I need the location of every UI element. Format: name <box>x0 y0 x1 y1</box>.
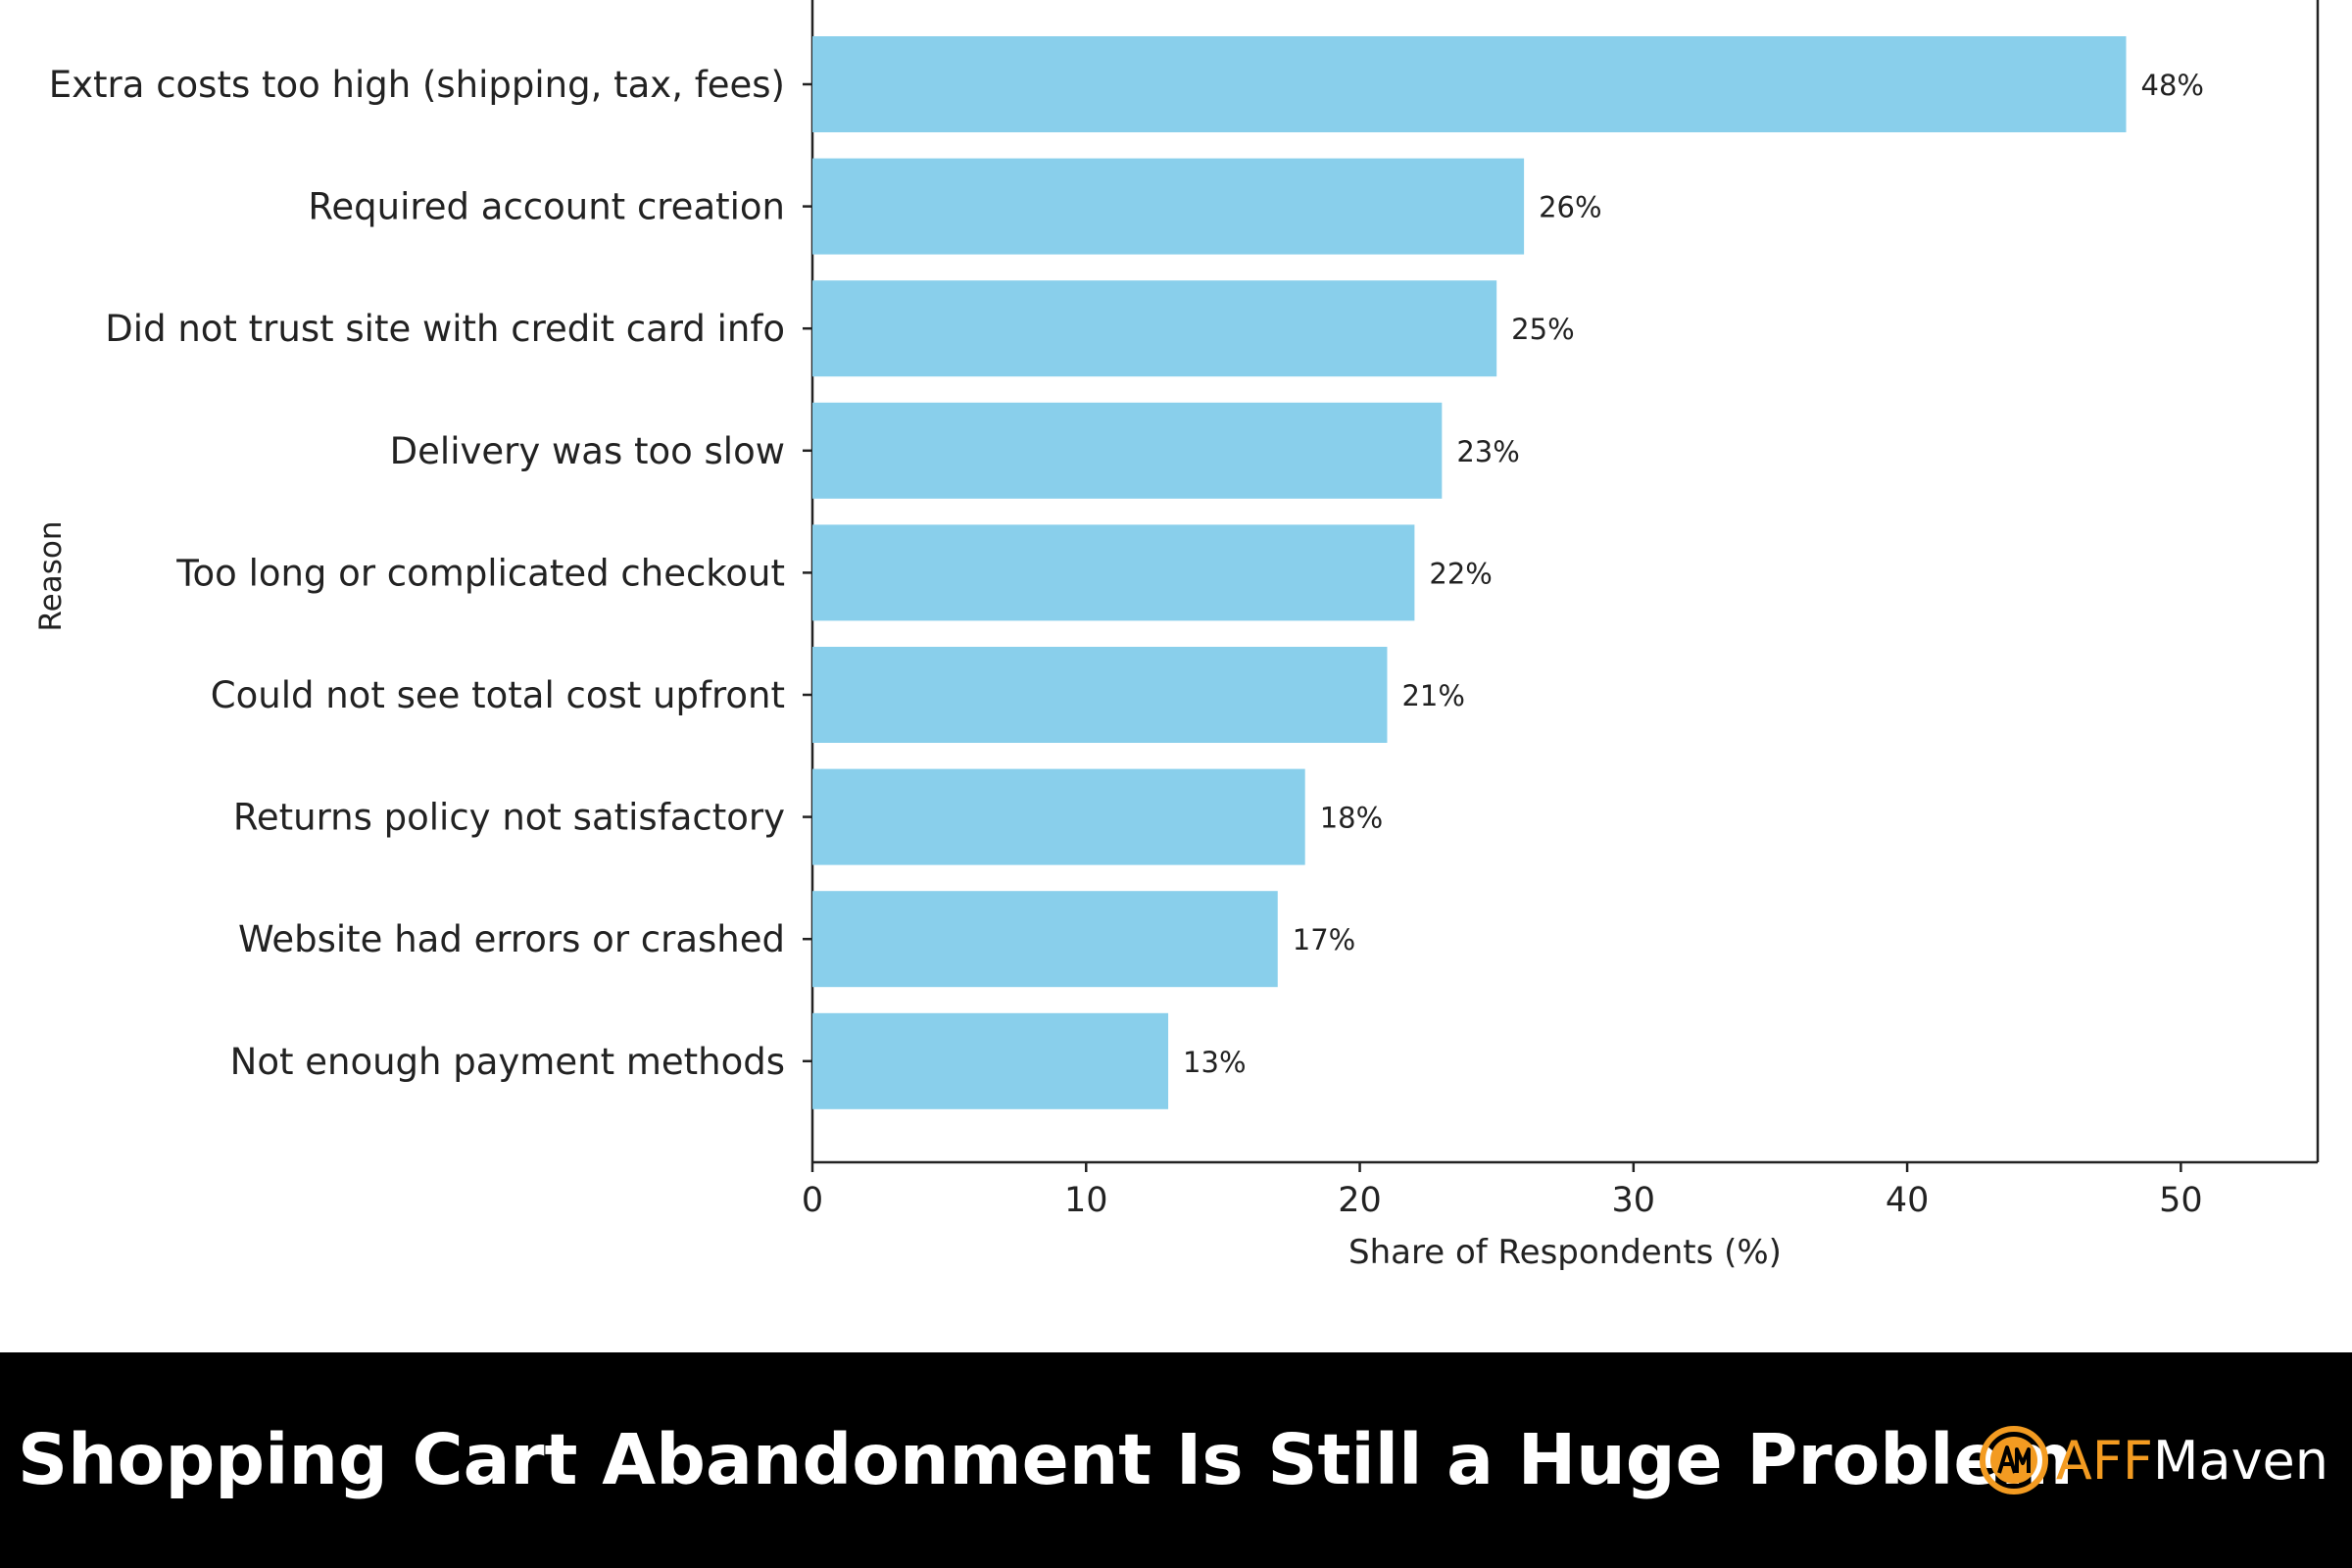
x-axis-title: Share of Respondents (%) <box>1348 1233 1782 1272</box>
y-tick-label: Delivery was too slow <box>390 430 785 472</box>
y-axis-ticks: Extra costs too high (shipping, tax, fee… <box>49 64 812 1083</box>
x-tick-label: 0 <box>802 1181 823 1220</box>
bar-value-label: 13% <box>1183 1046 1246 1079</box>
title-banner: Shopping Cart Abandonment Is Still a Hug… <box>0 1352 2352 1568</box>
bar <box>812 36 2127 132</box>
bar-value-label: 48% <box>2141 69 2204 102</box>
x-tick-label: 10 <box>1064 1181 1108 1220</box>
bar-value-label: 23% <box>1456 435 1519 468</box>
brand-name: AFFMaven <box>2056 1430 2328 1492</box>
affmaven-logo-icon <box>1979 1426 2048 1494</box>
bars <box>812 36 2127 1109</box>
x-tick-label: 20 <box>1338 1181 1382 1220</box>
bar-value-label: 22% <box>1429 557 1492 590</box>
bar <box>812 1012 1169 1109</box>
x-tick-label: 40 <box>1886 1181 1930 1220</box>
bar-value-label: 17% <box>1293 923 1355 956</box>
bar-value-label: 25% <box>1511 313 1574 346</box>
bar <box>812 280 1497 377</box>
y-tick-label: Too long or complicated checkout <box>175 552 785 594</box>
bar-value-label: 21% <box>1401 679 1464 712</box>
y-tick-label: Returns policy not satisfactory <box>233 797 785 839</box>
bar <box>812 402 1443 499</box>
y-tick-label: Website had errors or crashed <box>238 918 785 960</box>
bar <box>812 158 1525 255</box>
y-tick-label: Not enough payment methods <box>230 1041 785 1083</box>
y-tick-label: Required account creation <box>308 186 785 228</box>
banner-title: Shopping Cart Abandonment Is Still a Hug… <box>18 1419 2074 1500</box>
y-tick-label: Did not trust site with credit card info <box>105 308 785 350</box>
brand-logo-group: AFFMaven <box>1978 1352 2328 1568</box>
bar-value-label: 18% <box>1320 802 1383 835</box>
y-tick-label: Could not see total cost upfront <box>211 674 785 716</box>
x-tick-label: 50 <box>2159 1181 2203 1220</box>
bar <box>812 524 1415 621</box>
bar <box>812 768 1305 865</box>
y-tick-label: Extra costs too high (shipping, tax, fee… <box>49 64 785 106</box>
y-axis-title: Reason <box>33 521 69 632</box>
x-tick-label: 30 <box>1612 1181 1656 1220</box>
bar-value-labels: 48% 26% 25% 23% 22% 21% 18% 17% 13% <box>1183 69 2204 1079</box>
bar-chart: 48% 26% 25% 23% 22% 21% 18% 17% 13% Extra costs … <box>33 0 2320 1272</box>
x-axis-ticks: 0 10 20 30 40 50 <box>802 1162 2203 1220</box>
brand-name-maven: Maven <box>2152 1429 2328 1492</box>
bar <box>812 647 1388 743</box>
bar <box>812 891 1278 988</box>
brand-name-aff: AFF <box>2055 1429 2153 1492</box>
bar-value-label: 26% <box>1539 191 1601 224</box>
